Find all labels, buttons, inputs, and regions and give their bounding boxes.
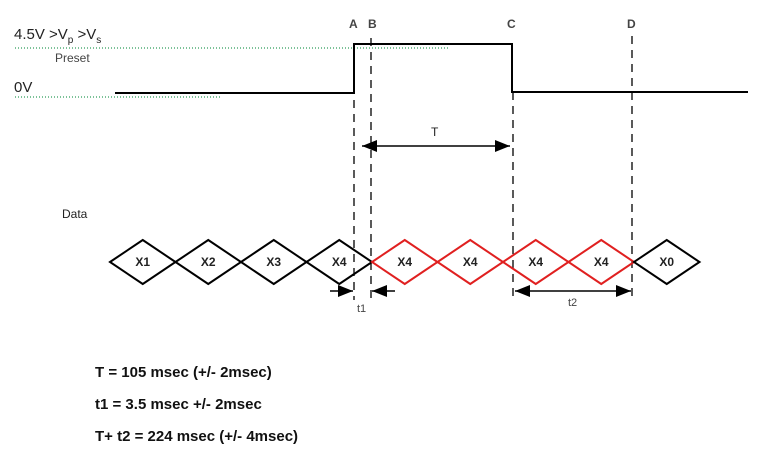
data-cell-label: X3: [266, 255, 281, 269]
data-cell-label: X4: [332, 255, 347, 269]
marker-c-label: C: [507, 17, 516, 31]
t-label: T: [431, 125, 439, 139]
marker-a-label: A: [349, 17, 358, 31]
data-cell-label: X4: [528, 255, 543, 269]
data-cell-label: X2: [201, 255, 216, 269]
data-label: Data: [62, 207, 88, 221]
data-cell-label: X4: [397, 255, 412, 269]
data-cell-label: X1: [135, 255, 150, 269]
low-level-label: 0V: [14, 79, 33, 96]
subscript-s: s: [96, 35, 102, 46]
high-level-text-2: >V: [73, 26, 97, 43]
preset-label: Preset: [55, 51, 90, 65]
marker-d-label: D: [627, 17, 636, 31]
data-cell-label: X4: [463, 255, 478, 269]
t2-label: t2: [568, 297, 578, 309]
subscript-p: p: [67, 35, 74, 46]
data-cell: [632, 238, 702, 286]
equation-t: T = 105 msec (+/- 2msec): [95, 364, 272, 381]
preset-signal: [115, 43, 748, 94]
equation-t-plus-t2: T+ t2 = 224 msec (+/- 4msec): [95, 428, 299, 445]
high-level-label: 4.5V >Vp >Vs: [14, 26, 101, 46]
equation-t1: t1 = 3.5 msec +/- 2msec: [95, 396, 262, 413]
t1-label: t1: [357, 303, 367, 315]
marker-b-label: B: [368, 17, 377, 31]
data-cell-label: X4: [594, 255, 609, 269]
data-cell-label: X0: [659, 255, 674, 269]
marker-lines: [353, 36, 633, 300]
high-level-text: 4.5V >V: [14, 26, 68, 43]
